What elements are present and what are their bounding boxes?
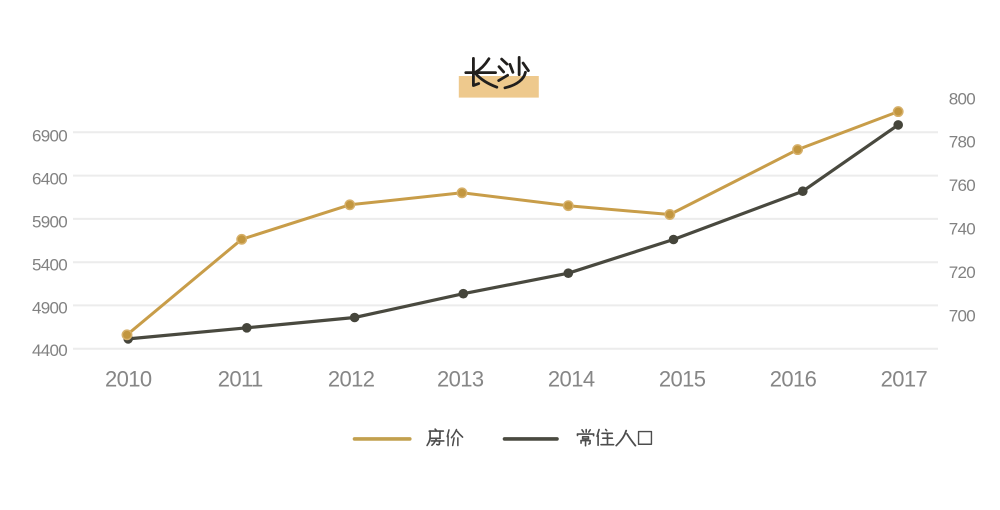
svg-text:2014: 2014 — [548, 366, 595, 391]
svg-text:4900: 4900 — [32, 299, 67, 318]
svg-text:740: 740 — [949, 220, 976, 239]
svg-text:2011: 2011 — [218, 366, 263, 391]
svg-text:800: 800 — [949, 89, 976, 108]
svg-text:2010: 2010 — [105, 366, 152, 391]
svg-text:2017: 2017 — [881, 366, 928, 391]
svg-text:780: 780 — [949, 133, 976, 152]
svg-text:700: 700 — [949, 306, 976, 325]
svg-text:2013: 2013 — [437, 366, 484, 391]
svg-text:2015: 2015 — [659, 366, 706, 391]
svg-text:2012: 2012 — [328, 366, 375, 391]
svg-text:5900: 5900 — [32, 213, 67, 232]
svg-text:5400: 5400 — [32, 256, 67, 275]
svg-text:760: 760 — [949, 176, 976, 195]
svg-text:6900: 6900 — [32, 127, 67, 146]
svg-text:4400: 4400 — [32, 341, 67, 360]
svg-text:2016: 2016 — [770, 366, 817, 391]
svg-text:6400: 6400 — [32, 170, 67, 189]
svg-text:720: 720 — [949, 263, 976, 282]
